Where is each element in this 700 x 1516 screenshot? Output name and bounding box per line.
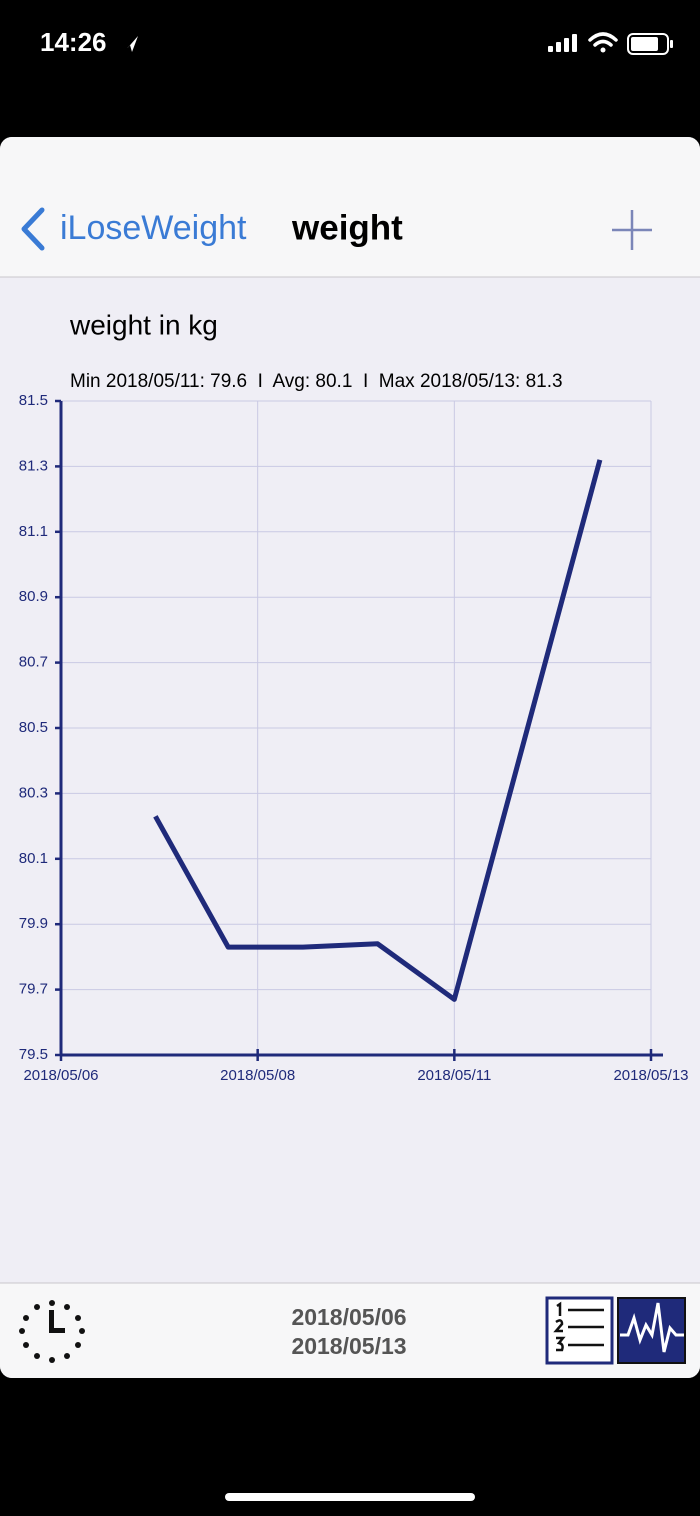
date-from: 2018/05/06 — [291, 1304, 406, 1330]
data-line — [153, 459, 603, 1002]
clock-button[interactable] — [19, 1300, 85, 1363]
nav-title: weight — [291, 208, 403, 247]
wifi-icon — [588, 32, 618, 47]
back-button[interactable]: iLoseWeight — [60, 209, 247, 247]
location-icon — [124, 36, 138, 52]
x-tick-label: 2018/05/13 — [613, 1067, 688, 1084]
nav-bar — [0, 137, 700, 277]
app: iLoseWeight weight weight in kg Min 2018… — [0, 137, 700, 1378]
chart-subtitle: Min 2018/05/11: 79.6 I Avg: 80.1 I Max 2… — [70, 371, 563, 392]
y-tick-label: 80.5 — [19, 719, 48, 736]
y-tick-label: 81.5 — [19, 392, 48, 409]
y-tick-label: 81.3 — [19, 457, 48, 474]
y-tick-label: 79.5 — [19, 1046, 48, 1063]
battery-level — [631, 37, 658, 51]
x-tick-label: 2018/05/08 — [220, 1067, 295, 1084]
y-tick-label: 80.1 — [19, 850, 48, 867]
y-tick-label: 79.9 — [19, 915, 48, 932]
list-button[interactable] — [545, 1296, 614, 1365]
app-background — [0, 137, 700, 1378]
home-indicator — [225, 1493, 475, 1501]
date-to: 2018/05/13 — [291, 1333, 406, 1359]
chart-title: weight in kg — [69, 309, 218, 340]
add-button[interactable] — [612, 210, 652, 250]
y-tick-label: 80.3 — [19, 784, 48, 801]
chart-button[interactable] — [617, 1297, 686, 1364]
x-tick-label: 2018/05/06 — [23, 1067, 98, 1084]
y-tick-label: 81.1 — [19, 523, 48, 540]
y-tick-label: 79.7 — [19, 981, 48, 998]
wifi-dot — [600, 47, 606, 53]
signal-icon — [548, 34, 577, 52]
battery-cap — [670, 40, 673, 48]
y-tick-label: 80.9 — [19, 588, 48, 605]
back-chevron[interactable] — [21, 207, 45, 251]
status-time: 14:26 — [40, 27, 107, 57]
battery-icon — [627, 33, 669, 55]
plot: 79.5 79.7 79.9 80.1 80.3 80.5 80.7 80.9 81.1 81.3… — [19, 392, 689, 1084]
x-tick-label: 2018/05/11 — [417, 1067, 491, 1084]
y-tick-label: 80.7 — [19, 654, 48, 671]
